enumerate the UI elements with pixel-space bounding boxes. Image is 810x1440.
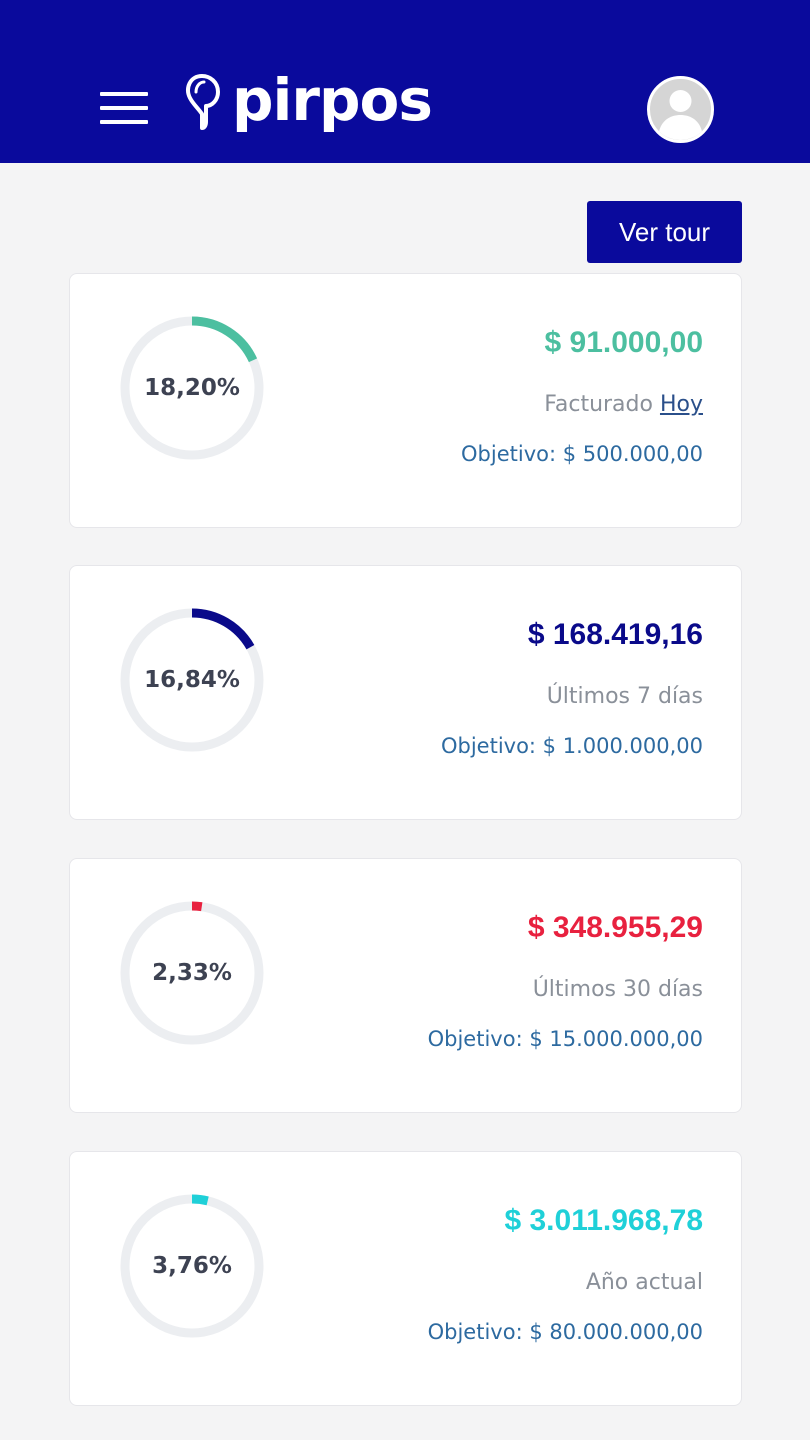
progress-arc: [120, 608, 264, 752]
amount-value: $ 348.955,29: [527, 911, 703, 944]
progress-ring: 18,20%: [118, 314, 266, 462]
progress-arc: [120, 1194, 264, 1338]
hamburger-menu-icon[interactable]: [100, 92, 148, 126]
progress-ring: 16,84%: [118, 606, 266, 754]
user-avatar-icon[interactable]: [647, 76, 714, 143]
progress-arc: [120, 901, 264, 1045]
percent-label: 3,76%: [152, 1253, 232, 1279]
period-label: Últimos 30 días: [532, 977, 703, 1002]
objective-text: Objetivo: $ 15.000.000,00: [427, 1027, 703, 1051]
period-label: Facturado Hoy: [544, 392, 703, 417]
period-label: Últimos 7 días: [546, 684, 703, 709]
percent-label: 16,84%: [144, 667, 240, 693]
period-label: Año actual: [585, 1270, 703, 1295]
logo-text: pirpos: [232, 66, 433, 134]
ver-tour-button[interactable]: Ver tour: [587, 201, 742, 263]
period-link-hoy[interactable]: Hoy: [659, 392, 703, 417]
pirpos-logo[interactable]: pirpos: [182, 70, 433, 134]
stat-card-30-days: 2,33% $ 348.955,29 Últimos 30 días Objet…: [69, 858, 742, 1113]
percent-label: 2,33%: [152, 960, 232, 986]
objective-text: Objetivo: $ 1.000.000,00: [440, 734, 703, 758]
app-header: pirpos: [0, 0, 810, 163]
percent-label: 18,20%: [144, 375, 240, 401]
logo-pin-icon: [186, 74, 220, 130]
amount-value: $ 168.419,16: [527, 618, 703, 651]
amount-value: $ 3.011.968,78: [504, 1204, 703, 1237]
amount-value: $ 91.000,00: [544, 326, 703, 359]
progress-ring: 3,76%: [118, 1192, 266, 1340]
stat-card-today: 18,20% $ 91.000,00 Facturado Hoy Objetiv…: [69, 273, 742, 528]
objective-text: Objetivo: $ 500.000,00: [461, 442, 703, 466]
progress-arc: [120, 316, 264, 460]
stat-card-7-days: 16,84% $ 168.419,16 Últimos 7 días Objet…: [69, 565, 742, 820]
period-label-text: Facturado: [544, 392, 660, 417]
progress-ring: 2,33%: [118, 899, 266, 1047]
objective-text: Objetivo: $ 80.000.000,00: [427, 1320, 703, 1344]
stat-card-year: 3,76% $ 3.011.968,78 Año actual Objetivo…: [69, 1151, 742, 1406]
